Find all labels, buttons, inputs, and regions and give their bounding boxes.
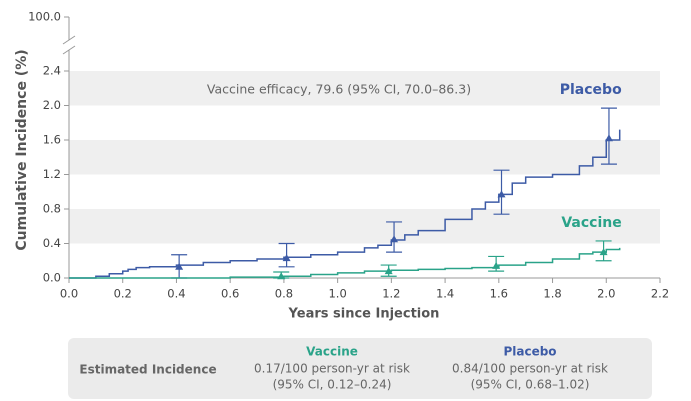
band [69,71,660,106]
plot: 0.0 0.4 0.8 1.2 1.6 2.0 2.4 100.0 0.0 0.2 0.4 0.6 0.… [28,10,669,301]
point-marker [390,235,399,243]
band [69,140,660,175]
table-cell: 0.84/100 person-yr at risk [452,362,608,376]
point-marker [497,190,506,198]
y-tick-label: 0.4 [43,236,61,250]
x-tick-label: 0.6 [221,287,239,301]
table-header: Vaccine [306,345,358,359]
table-cell: 0.17/100 person-yr at risk [254,362,410,376]
x-tick-label: 0.4 [167,287,185,301]
x-tick-label: 0.0 [60,287,78,301]
point-marker [175,262,184,270]
x-tick-label: 0.2 [114,287,132,301]
axis-break [62,35,76,45]
point-marker [604,134,613,142]
series-label: Placebo [560,82,622,98]
point-marker [277,272,286,280]
series-label: Vaccine [561,215,621,231]
table-label: Estimated Incidence [79,363,216,377]
point-marker [384,267,393,275]
x-tick-label: 1.6 [490,287,508,301]
point-marker [492,261,501,269]
step-line [69,129,621,279]
x-tick-label: 1.0 [328,287,346,301]
y-axis-title: Cumulative Incidence (%) [14,49,30,250]
table-box [68,338,652,399]
y-tick-label: 1.2 [43,167,61,181]
y-tick-label: 2.0 [43,98,61,112]
x-tick-label: 1.8 [543,287,561,301]
x-axis-title: Years since Injection [288,307,440,322]
table-cell: (95% CI, 0.12–0.24) [273,378,392,392]
y-tick-label: 0.0 [43,271,61,285]
point-marker [599,248,608,256]
x-tick-label: 1.2 [382,287,400,301]
x-tick-label: 2.0 [597,287,615,301]
y-tick-label: 100.0 [28,10,61,24]
y-tick-label: 2.4 [43,64,61,78]
annotation: Vaccine efficacy, 79.6 (95% CI, 70.0–86.… [207,82,471,97]
x-tick-label: 2.2 [651,287,669,301]
step-line [69,247,621,279]
axis-break [62,45,76,55]
point-marker [282,254,291,262]
table-cell: (95% CI, 0.68–1.02) [471,378,590,392]
y-tick-label: 0.8 [43,202,61,216]
table-header: Placebo [503,345,556,359]
band [69,209,660,244]
x-tick-label: 1.4 [436,287,454,301]
x-tick-label: 0.8 [275,287,293,301]
y-tick-label: 1.6 [43,133,61,147]
